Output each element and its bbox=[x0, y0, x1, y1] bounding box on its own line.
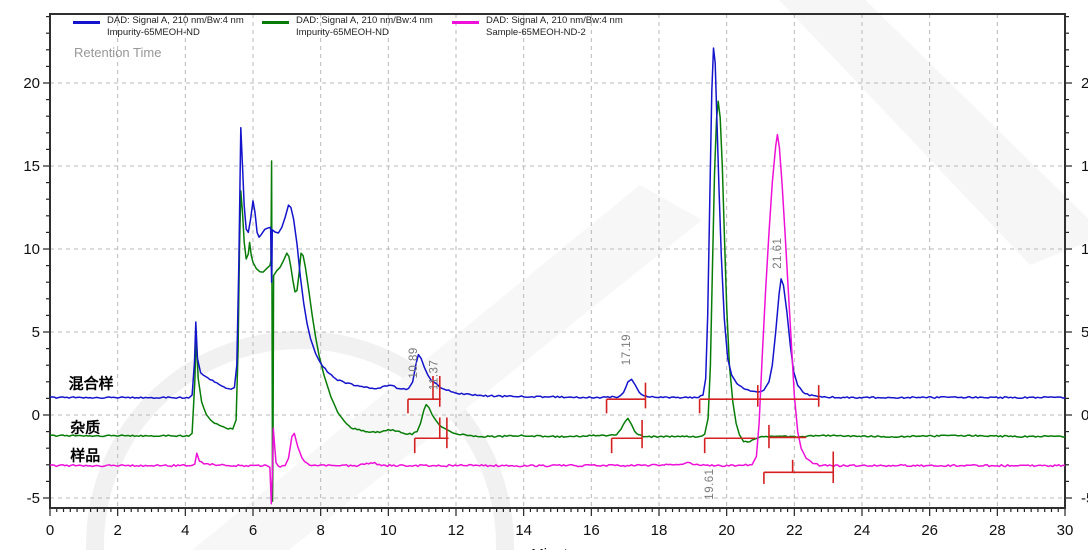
retention-time-label: Retention Time bbox=[74, 45, 162, 60]
peak-labels: 10.89 11.37 17.19 19.61 21.61 bbox=[408, 238, 784, 500]
svg-text:12: 12 bbox=[448, 522, 465, 539]
trace-0 bbox=[49, 47, 1066, 400]
svg-text:4: 4 bbox=[181, 522, 189, 539]
axis-labels: 0246810121416182022242628302020151510105… bbox=[23, 75, 1088, 550]
svg-text:28: 28 bbox=[989, 522, 1006, 539]
svg-text:11.37: 11.37 bbox=[428, 360, 440, 390]
svg-text:10: 10 bbox=[380, 522, 397, 539]
svg-text:杂质: 杂质 bbox=[70, 418, 100, 436]
svg-text:22: 22 bbox=[786, 522, 803, 539]
svg-text:10: 10 bbox=[1081, 241, 1088, 258]
svg-text:18: 18 bbox=[651, 522, 668, 539]
svg-text:30: 30 bbox=[1057, 522, 1074, 539]
svg-text:2: 2 bbox=[113, 522, 121, 539]
svg-text:0: 0 bbox=[1081, 407, 1088, 424]
svg-text:15: 15 bbox=[1081, 158, 1088, 175]
traces bbox=[49, 47, 1066, 505]
watermark bbox=[86, 0, 1088, 550]
svg-text:-5: -5 bbox=[27, 490, 40, 507]
svg-text:10.89: 10.89 bbox=[408, 347, 420, 378]
integration-marks bbox=[407, 375, 835, 484]
svg-text:26: 26 bbox=[921, 522, 938, 539]
svg-text:6: 6 bbox=[249, 522, 257, 539]
svg-text:15: 15 bbox=[23, 158, 40, 175]
svg-text:0: 0 bbox=[46, 522, 54, 539]
trace-2 bbox=[49, 133, 1066, 505]
svg-text:-5: -5 bbox=[1081, 490, 1088, 507]
svg-text:21.61: 21.61 bbox=[772, 238, 784, 269]
trace-1 bbox=[49, 100, 1066, 503]
svg-text:样品: 样品 bbox=[70, 447, 100, 465]
svg-text:8: 8 bbox=[316, 522, 324, 539]
svg-text:24: 24 bbox=[854, 522, 871, 539]
plot-frame bbox=[49, 13, 1066, 509]
svg-text:0: 0 bbox=[32, 407, 40, 424]
svg-text:5: 5 bbox=[1081, 324, 1088, 341]
svg-text:20: 20 bbox=[1081, 75, 1088, 92]
svg-text:19.61: 19.61 bbox=[704, 468, 716, 499]
svg-text:5: 5 bbox=[32, 324, 40, 341]
svg-text:10: 10 bbox=[23, 241, 40, 258]
svg-text:20: 20 bbox=[23, 75, 40, 92]
svg-text:Minutes: Minutes bbox=[531, 546, 584, 550]
svg-text:17.19: 17.19 bbox=[621, 334, 633, 365]
svg-text:14: 14 bbox=[515, 522, 532, 539]
svg-text:混合样: 混合样 bbox=[69, 374, 114, 392]
svg-text:20: 20 bbox=[718, 522, 735, 539]
gridlines bbox=[50, 14, 1065, 508]
svg-text:16: 16 bbox=[583, 522, 600, 539]
